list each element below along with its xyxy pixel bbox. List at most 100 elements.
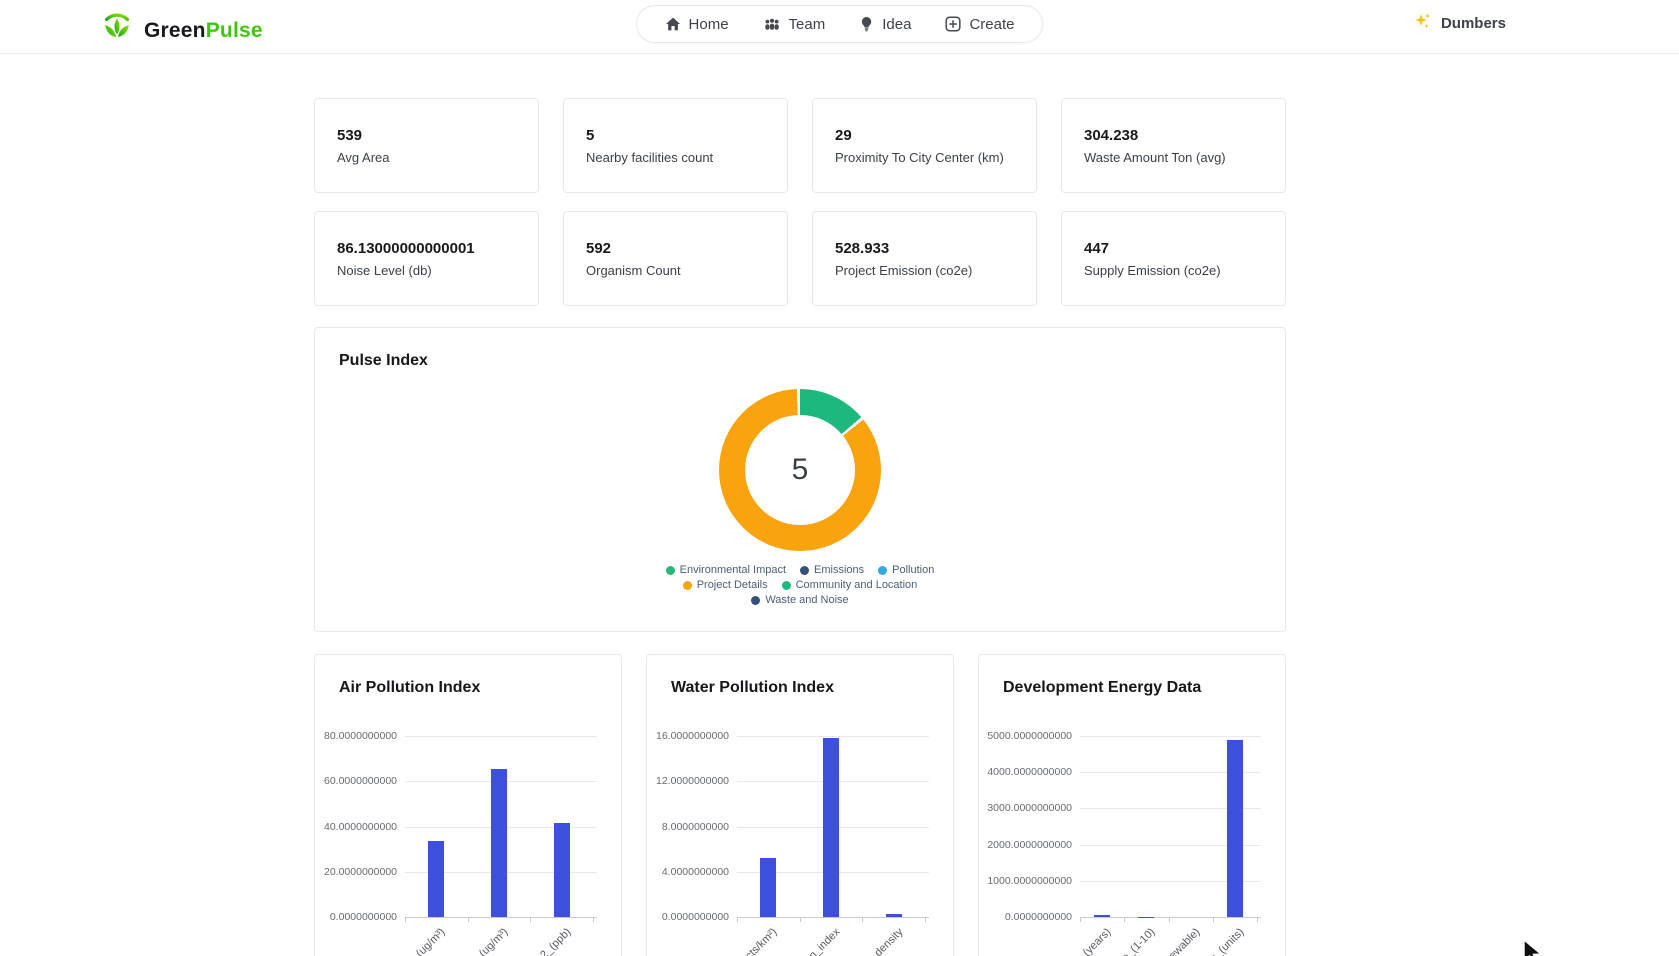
x-tick-label: pollution_index [782, 926, 842, 956]
pulse-index-title: Pulse Index [339, 352, 428, 369]
y-tick-label: 16.0000000000 [656, 730, 729, 742]
legend-item[interactable]: Project Details [682, 579, 768, 591]
x-tick-label: pm10_(ug/m³) [453, 926, 511, 956]
stat-card: 5 Nearby facilities count [563, 98, 788, 193]
logo-wordmark: GreenPulse [144, 18, 263, 42]
home-icon [665, 16, 681, 32]
legend-item[interactable]: Waste and Noise [751, 594, 849, 606]
stat-value: 29 [835, 126, 852, 144]
app-logo[interactable]: GreenPulse [98, 9, 263, 52]
legend-label: Emissions [814, 564, 865, 576]
stat-label: Proximity To City Center (km) [835, 149, 1004, 165]
bar [823, 738, 839, 917]
bar-chart: 0.0000000000 20.0000000000 40.0000000000 60… [315, 655, 623, 956]
bar [428, 841, 445, 917]
bar [1094, 915, 1111, 917]
donut-ring: 5 [719, 389, 881, 551]
chart-title: Air Pollution Index [339, 679, 481, 696]
y-tick-label: 20.0000000000 [324, 865, 397, 878]
top-navbar: GreenPulse Home Team Idea Create Dumbers [0, 0, 1679, 54]
y-tick-label: 12.0000000000 [656, 775, 729, 788]
legend-label: Community and Location [795, 579, 918, 591]
x-tick-mark [530, 917, 532, 922]
chart-panel: Water Pollution Index 0.0000000000 4.00000… [646, 654, 954, 956]
bar [553, 823, 570, 917]
stat-card: 29 Proximity To City Center (km) [812, 98, 1037, 193]
stat-value: 5 [586, 126, 595, 144]
donut-center-value: 5 [791, 453, 809, 486]
nav-item-label: Team [788, 15, 826, 33]
legend-item[interactable]: Pollution [878, 564, 934, 576]
x-tick-mark [1212, 917, 1214, 922]
primary-nav: Home Team Idea Create [635, 5, 1044, 43]
nav-item-idea[interactable]: Idea [859, 16, 911, 33]
sparkles-icon [1414, 12, 1432, 34]
gridline [1080, 772, 1261, 774]
x-tick-mark [1124, 917, 1126, 922]
nav-item-home[interactable]: Home [665, 16, 729, 33]
stat-value: 528.933 [835, 239, 890, 257]
y-tick-label: 0.0000000000 [661, 911, 729, 923]
gridline [405, 736, 597, 737]
idea-icon [859, 16, 874, 32]
x-tick-mark [593, 917, 594, 922]
stat-card: 528.933 Project Emission (co2e) [812, 211, 1037, 306]
nav-item-team[interactable]: Team [763, 15, 826, 33]
x-tick-label: no2_(ppb) [529, 926, 574, 956]
stat-label: Supply Emission (co2e) [1084, 262, 1221, 278]
nav-item-label: Idea [882, 15, 912, 33]
legend-label: Pollution [892, 564, 935, 576]
legend-dot [800, 565, 810, 575]
gridline [737, 736, 929, 737]
stat-value: 592 [586, 239, 612, 257]
x-tick-mark [1080, 917, 1081, 922]
stat-value: 447 [1084, 239, 1110, 257]
main-content: 539 Avg Area 5 Nearby facilities count 29 Pro… [314, 54, 1286, 956]
x-tick-mark [1168, 917, 1170, 922]
y-tick-label: 40.0000000000 [324, 820, 397, 833]
x-tick-mark [405, 917, 406, 922]
donut-legend: Environmental Impact Emissions Pollution Pr… [315, 564, 1285, 606]
team-icon [763, 16, 781, 32]
bar-chart: 0.0000000000 4.0000000000 8.0000000000 12.0… [647, 655, 955, 956]
bar [885, 913, 902, 917]
bar-chart: 0.0000000000 1000.0000000000 2000.00000000… [979, 655, 1287, 956]
nav-item-label: Home [688, 15, 729, 33]
legend-row: Project Details Community and Location [682, 579, 918, 591]
user-menu[interactable]: Dumbers [1414, 12, 1506, 34]
y-tick-label: 0.0000000000 [1004, 911, 1072, 923]
stat-label: Avg Area [337, 149, 390, 165]
stat-label: Nearby facilities count [586, 149, 714, 165]
chart-title: Development Energy Data [1003, 679, 1202, 696]
legend-item[interactable]: Emissions [800, 564, 864, 576]
legend-dot [751, 595, 761, 605]
legend-item[interactable]: Community and Location [781, 579, 918, 591]
x-tick-mark [862, 917, 864, 922]
y-tick-label: 5000.0000000000 [987, 730, 1072, 742]
x-axis-line [1080, 917, 1261, 918]
chart-panel: Air Pollution Index 0.0000000000 20.000000… [314, 654, 622, 956]
chart-panel: Development Energy Data 0.0000000000 1000.… [978, 654, 1286, 956]
gridline [1080, 844, 1261, 846]
pulse-donut-chart: 5 [719, 389, 881, 551]
nav-item-create[interactable]: Create [945, 16, 1014, 33]
gridline [1080, 808, 1261, 810]
x-tick-mark [1257, 917, 1258, 922]
gridline [1080, 736, 1261, 737]
legend-item[interactable]: Environmental Impact [665, 564, 786, 576]
y-tick-label: 4000.0000000000 [987, 766, 1072, 779]
stat-card: 592 Organism Count [563, 211, 788, 306]
x-tick-label: pollution_density [839, 926, 905, 956]
pulse-index-panel: Pulse Index 5 Environmental Impact Emissi… [314, 327, 1286, 632]
gridline [1080, 880, 1261, 882]
x-axis-line [737, 917, 929, 918]
stat-card: 304.238 Waste Amount Ton (avg) [1061, 98, 1286, 193]
x-tick-label: pm2.5_(ug/m³) [388, 926, 448, 956]
legend-dot [665, 565, 675, 575]
y-tick-label: 0.0000000000 [329, 911, 397, 923]
bar [760, 858, 777, 917]
y-tick-label: 2000.0000000000 [987, 838, 1072, 851]
stat-card: 447 Supply Emission (co2e) [1061, 211, 1286, 306]
legend-label: Project Details [696, 579, 768, 591]
